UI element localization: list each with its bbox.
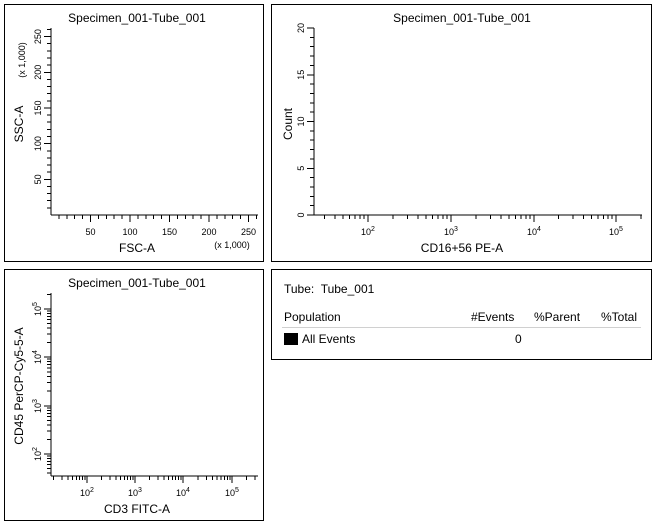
x-tick-label: 105 xyxy=(225,487,239,498)
y-axis-label: Count xyxy=(281,107,295,140)
y-tick-label: 20 xyxy=(296,23,306,33)
scatter-plot-cd3-cd45: Specimen_001-Tube_001 102 103 104 105 102 103 1… xyxy=(12,276,258,516)
y-tick-label: 50 xyxy=(33,174,43,184)
y-tick-label: 102 xyxy=(32,447,43,461)
y-tick-label: 105 xyxy=(32,302,43,316)
y-tick-label: 0 xyxy=(296,212,306,217)
header-population: Population xyxy=(284,310,341,324)
y-tick-label: 5 xyxy=(296,166,306,171)
y-tick-label: 150 xyxy=(33,100,43,115)
header-parent: %Parent xyxy=(534,310,581,324)
x-tick-label: 100 xyxy=(122,227,137,237)
x-tick-label: 102 xyxy=(361,226,375,237)
population-color-swatch[interactable] xyxy=(284,333,298,345)
x-axis-label: FSC-A xyxy=(119,241,155,255)
y-multiplier: (x 1,000) xyxy=(17,42,27,78)
plot-panel-cd3-cd45[interactable]: Specimen_001-Tube_001 102 103 104 105 102 103 1… xyxy=(4,269,264,521)
plot-panel-fsc-ssc[interactable]: Specimen_001-Tube_001 50 100 150 200 250 50 100… xyxy=(4,4,264,262)
header-separator xyxy=(282,327,641,328)
plot-title: Specimen_001-Tube_001 xyxy=(393,11,531,25)
population-events: 0 xyxy=(515,332,522,346)
header-events: #Events xyxy=(471,310,515,324)
tube-info: Tube: Tube_001 xyxy=(284,282,374,296)
y-tick-label: 104 xyxy=(32,350,43,364)
population-name[interactable]: All Events xyxy=(302,332,356,346)
tube-name: Tube_001 xyxy=(320,282,375,296)
header-total: %Total xyxy=(601,310,638,324)
y-axis-label: CD45 PerCP-Cy5-5-A xyxy=(12,327,26,444)
population-hierarchy-panel[interactable]: Tube: Tube_001 Population #Events %Paren… xyxy=(271,269,652,360)
y-axis-label: SSC-A xyxy=(12,106,26,143)
y-tick-label: 100 xyxy=(33,136,43,151)
y-tick-label: 10 xyxy=(296,116,306,126)
x-tick-label: 102 xyxy=(80,487,94,498)
tube-label: Tube: xyxy=(284,282,315,296)
x-tick-label: 50 xyxy=(85,227,95,237)
x-axis-label: CD3 FITC-A xyxy=(104,502,170,516)
scatter-plot-fsc-ssc: Specimen_001-Tube_001 50 100 150 200 250 50 100… xyxy=(12,11,258,255)
y-tick-label: 103 xyxy=(32,399,43,413)
y-tick-label: 200 xyxy=(33,65,43,80)
x-tick-label: 105 xyxy=(609,226,623,237)
x-tick-label: 200 xyxy=(201,227,216,237)
plot-title: Specimen_001-Tube_001 xyxy=(68,276,206,290)
x-tick-label: 104 xyxy=(527,226,541,237)
x-tick-label: 150 xyxy=(162,227,177,237)
x-axis-label: CD16+56 PE-A xyxy=(421,241,503,255)
x-tick-label: 104 xyxy=(176,487,190,498)
y-tick-label: 250 xyxy=(33,29,43,44)
x-multiplier: (x 1,000) xyxy=(214,240,250,250)
plot-panel-cd16-histogram[interactable]: Specimen_001-Tube_001 0 5 10 15 20 102 103 104 10… xyxy=(271,4,652,262)
histogram-plot-cd16: Specimen_001-Tube_001 0 5 10 15 20 102 103 104 10… xyxy=(281,11,642,255)
x-tick-label: 103 xyxy=(444,226,458,237)
plot-title: Specimen_001-Tube_001 xyxy=(68,11,206,25)
x-tick-label: 250 xyxy=(241,227,256,237)
y-tick-label: 15 xyxy=(296,70,306,80)
x-tick-label: 103 xyxy=(128,487,142,498)
